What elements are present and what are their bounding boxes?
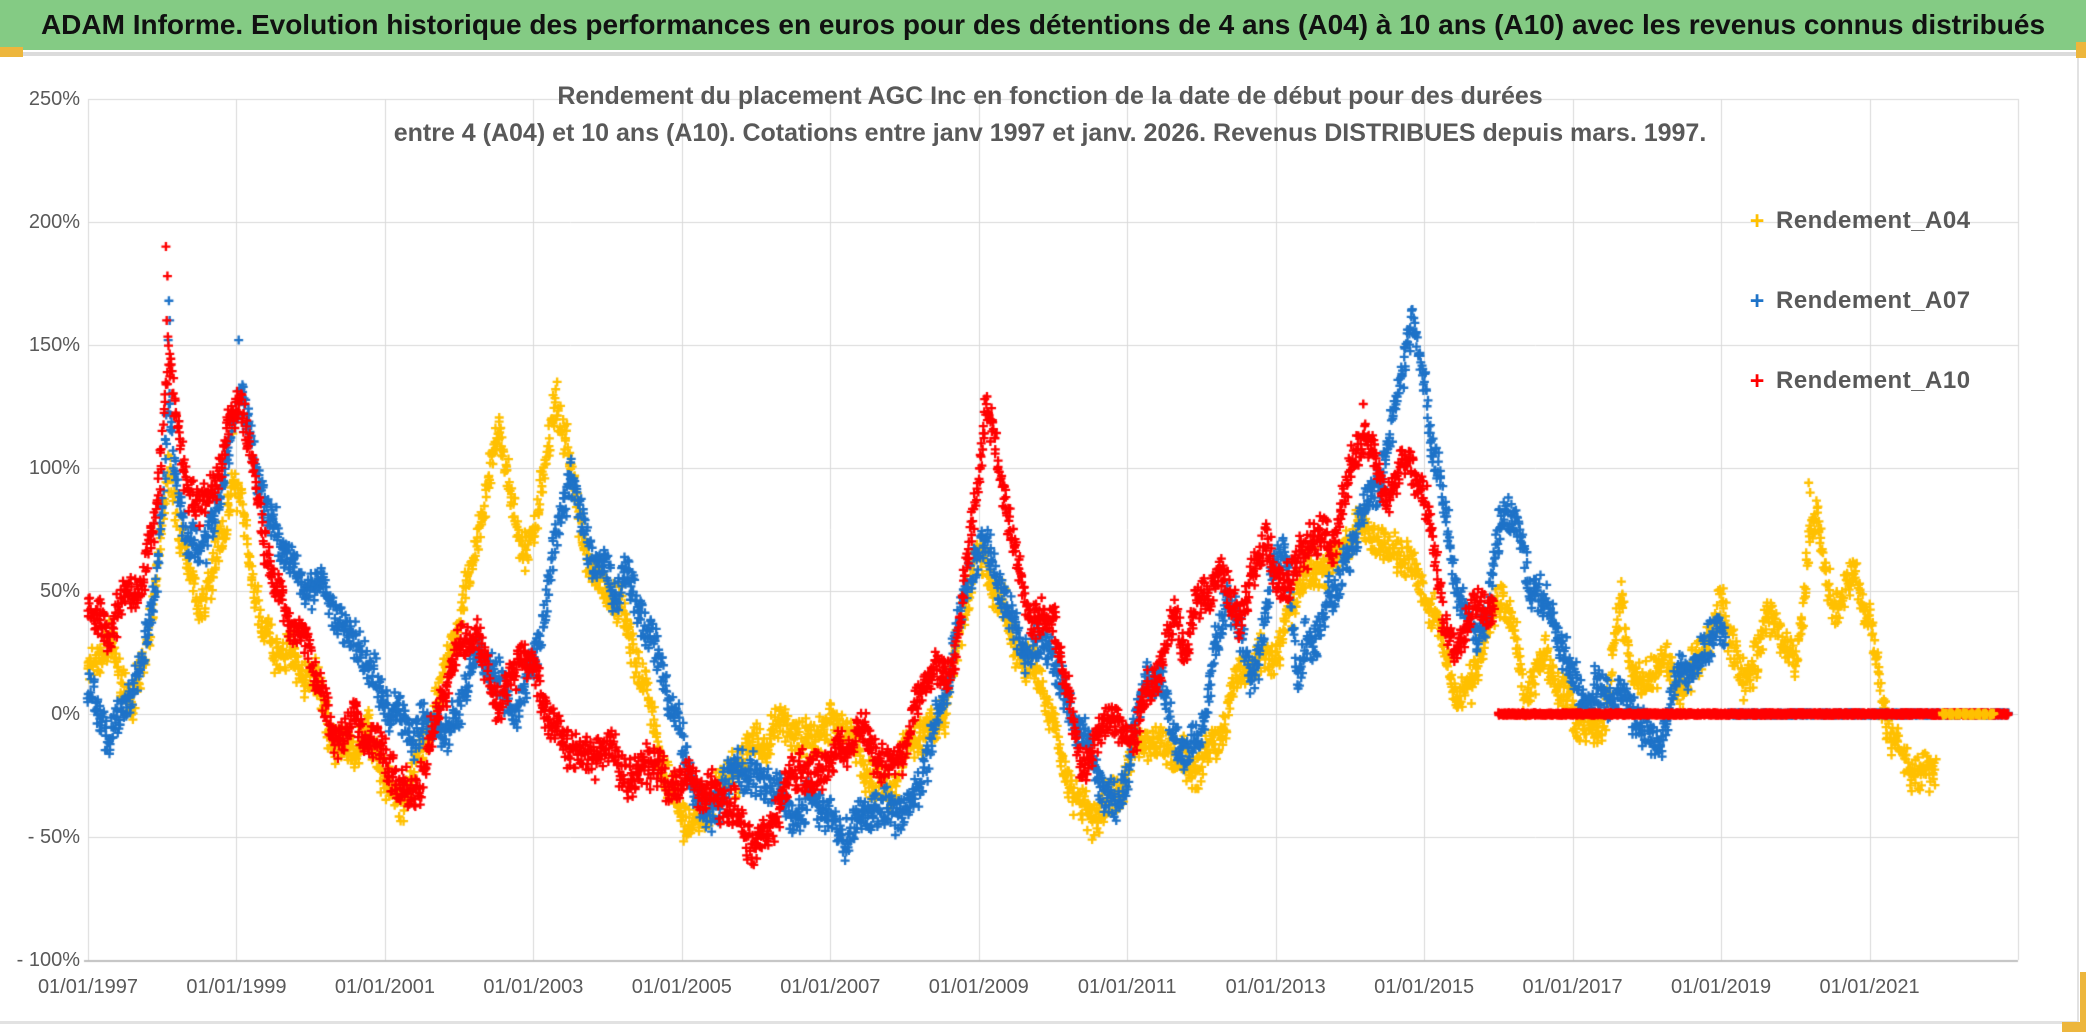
chart-title-line1: Rendement du placement AGC Inc en foncti… bbox=[557, 82, 1543, 110]
chart-border bbox=[0, 1021, 2078, 1024]
y-tick-label: - 50% bbox=[27, 826, 80, 848]
orange-accent-mark bbox=[2080, 972, 2086, 1032]
x-tick-label: 01/01/2015 bbox=[1374, 976, 1475, 998]
plus-marker-icon: + bbox=[1749, 367, 1765, 395]
y-tick-label: 0% bbox=[51, 703, 80, 725]
chart-border bbox=[2077, 56, 2079, 1024]
y-tick-label: - 100% bbox=[16, 949, 80, 971]
legend-label: Rendement_A10 bbox=[1776, 367, 1971, 394]
orange-accent-mark bbox=[2076, 42, 2086, 58]
x-tick-label: 01/01/2001 bbox=[334, 976, 435, 998]
x-tick-label: 01/01/2013 bbox=[1225, 976, 1326, 998]
x-tick-label: 01/01/2017 bbox=[1522, 976, 1623, 998]
legend-item-a04: + Rendement_A04 bbox=[1742, 204, 1971, 238]
orange-accent-mark bbox=[2062, 1022, 2086, 1032]
y-tick-label: 150% bbox=[28, 334, 80, 356]
legend-label: Rendement_A07 bbox=[1776, 287, 1971, 314]
legend-item-a10: + Rendement_A10 bbox=[1742, 364, 1971, 398]
legend-item-a07: + Rendement_A07 bbox=[1742, 284, 1971, 318]
x-tick-label: 01/01/2021 bbox=[1819, 976, 1920, 998]
y-tick-label: 250% bbox=[28, 88, 80, 110]
x-tick-label: 01/01/2007 bbox=[780, 976, 881, 998]
plus-marker-icon: + bbox=[1749, 287, 1765, 315]
orange-accent-mark bbox=[0, 47, 23, 57]
y-tick-label: 200% bbox=[28, 211, 80, 233]
x-tick-label: 01/01/2011 bbox=[1077, 976, 1177, 998]
chart-legend: + Rendement_A04 + Rendement_A07 + Rendem… bbox=[1742, 204, 1971, 444]
x-tick-label: 01/01/1999 bbox=[186, 976, 287, 998]
x-tick-label: 01/01/2009 bbox=[928, 976, 1029, 998]
legend-label: Rendement_A04 bbox=[1776, 207, 1971, 234]
x-tick-label: 01/01/2019 bbox=[1671, 976, 1772, 998]
y-tick-label: 50% bbox=[39, 580, 80, 602]
x-tick-label: 01/01/2003 bbox=[483, 976, 584, 998]
chart-title-line2: entre 4 (A04) et 10 ans (A10). Cotations… bbox=[393, 119, 1707, 147]
plus-marker-icon: + bbox=[1749, 207, 1765, 235]
y-tick-label: 100% bbox=[28, 457, 80, 479]
x-tick-label: 01/01/1997 bbox=[37, 976, 139, 998]
x-tick-label: 01/01/2005 bbox=[631, 976, 732, 998]
